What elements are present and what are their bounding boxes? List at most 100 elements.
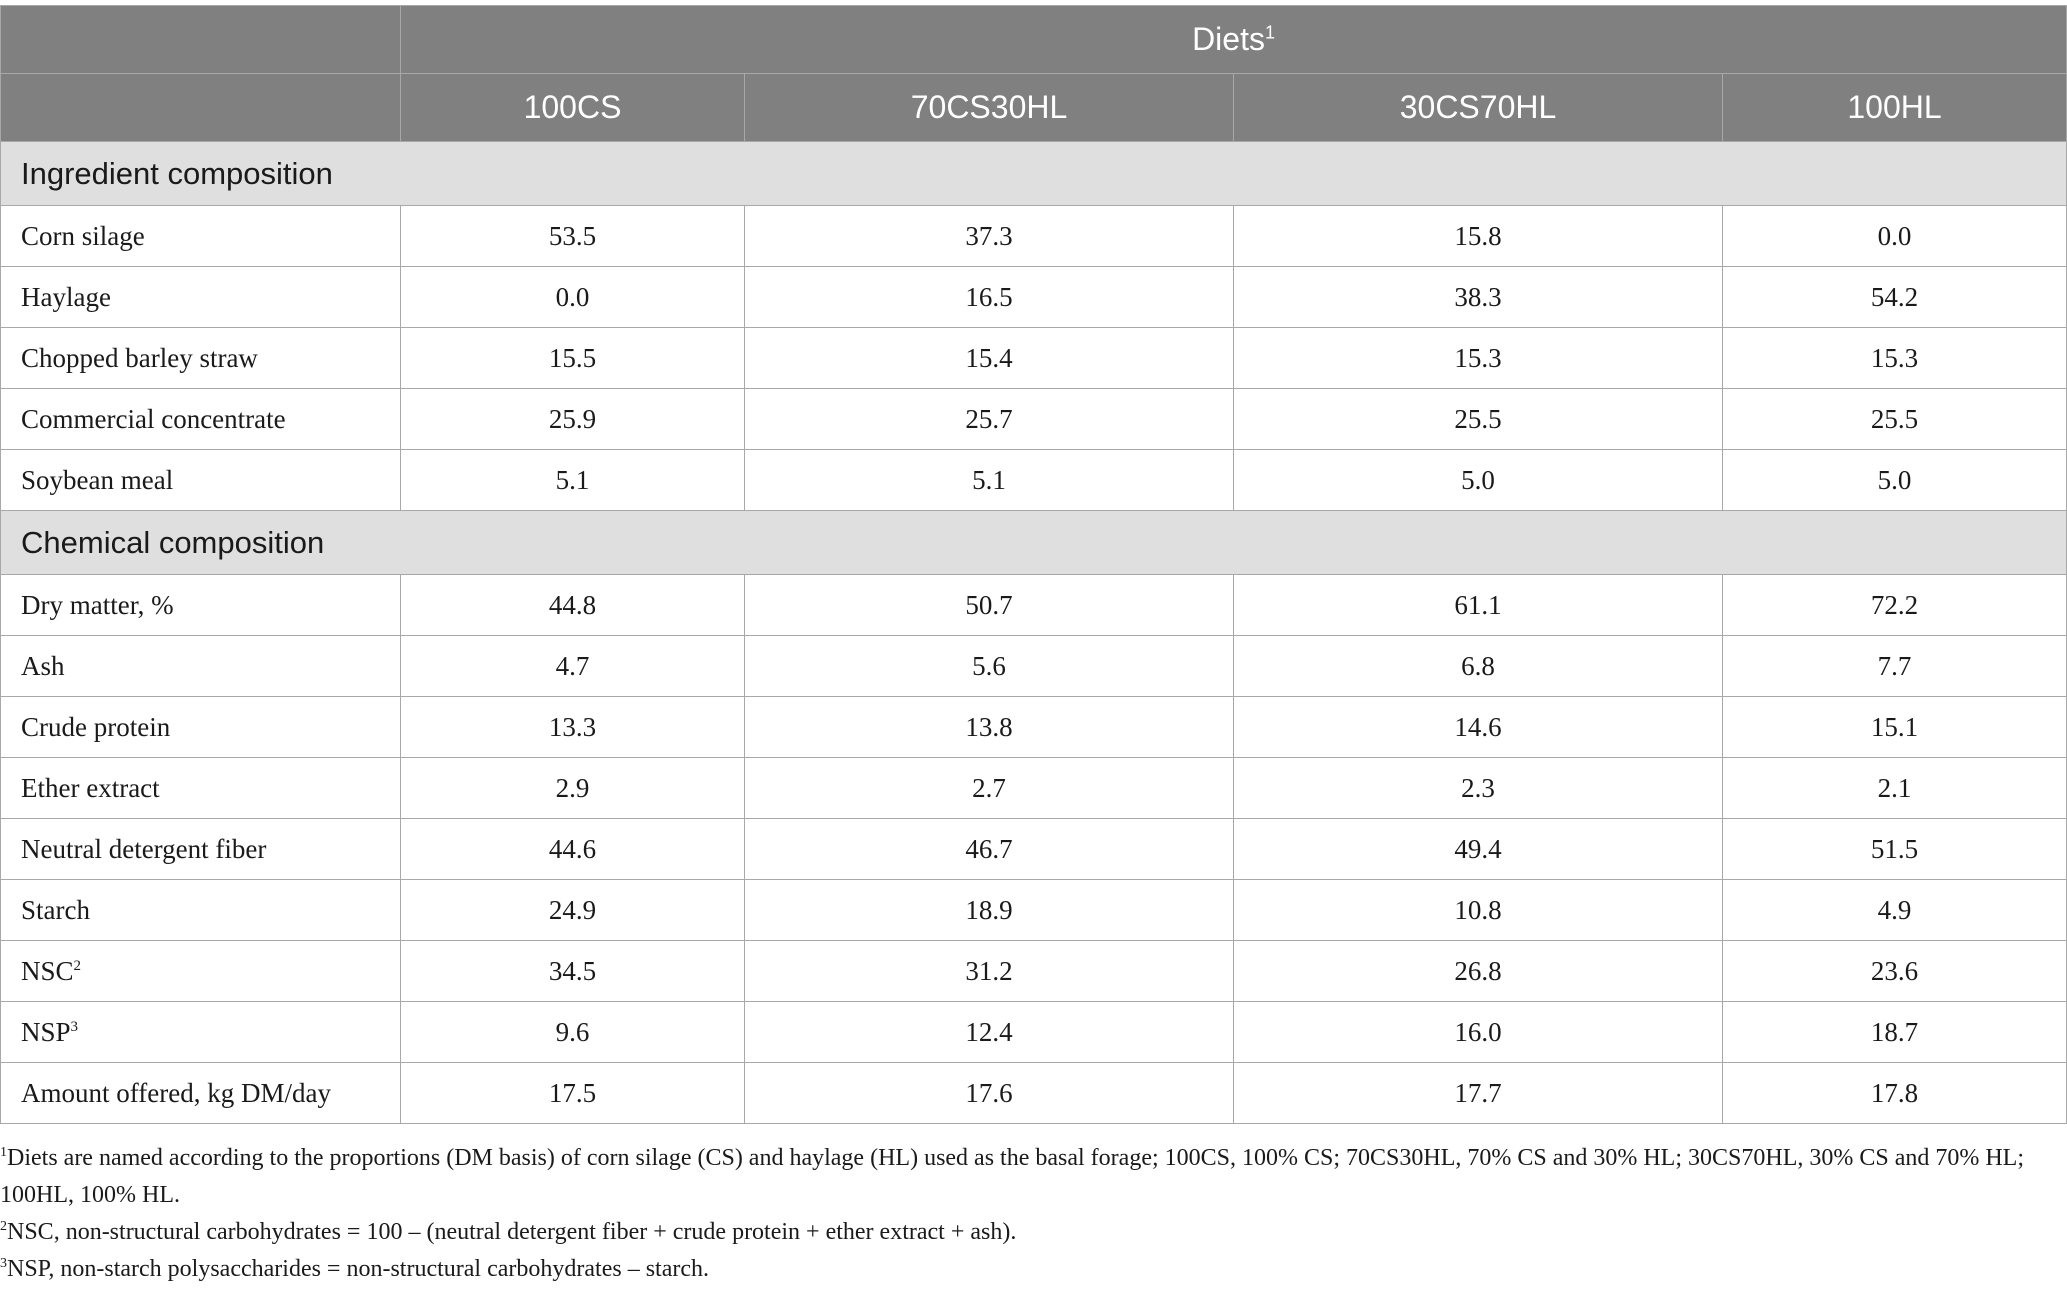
footnote-text: NSC, non-structural carbohydrates = 100 …	[7, 1219, 1017, 1245]
value-cell: 38.3	[1233, 266, 1723, 328]
footnote: 2NSC, non-structural carbohydrates = 100…	[0, 1214, 2050, 1251]
value-cell: 15.8	[1233, 205, 1723, 267]
value-cell: 5.1	[744, 449, 1234, 511]
value-cell: 4.9	[1721, 879, 2067, 941]
value-cell: 53.5	[400, 205, 745, 267]
section-title: Ingredient composition	[0, 141, 2067, 206]
value-cell: 2.7	[744, 757, 1234, 819]
value-cell: 31.2	[744, 940, 1234, 1002]
column-header-100hl: 100HL	[1721, 73, 2067, 142]
value-cell: 2.3	[1233, 757, 1723, 819]
diets-group-header: Diets1	[399, 5, 2067, 74]
value-cell: 18.7	[1721, 1001, 2067, 1063]
column-header-row: 100CS 70CS30HL 30CS70HL 100HL	[0, 73, 2067, 142]
row-label-cell: Ether extract	[0, 757, 401, 819]
row-label: Commercial concentrate	[21, 403, 286, 434]
value-cell: 5.0	[1233, 449, 1723, 511]
diet-composition-table: Diets1 100CS 70CS30HL 30CS70HL 100HL Ing…	[0, 5, 2067, 1124]
header-corner-cell	[0, 5, 401, 74]
row-label-cell: Chopped barley straw	[0, 327, 401, 389]
value-cell: 0.0	[1721, 205, 2067, 267]
value-cell: 72.2	[1721, 574, 2067, 636]
value-cell: 7.7	[1721, 635, 2067, 697]
value-cell: 15.3	[1233, 327, 1723, 389]
column-header-30cs70hl: 30CS70HL	[1233, 73, 1723, 142]
value-cell: 25.9	[400, 388, 745, 450]
value-cell: 49.4	[1233, 818, 1723, 880]
table-row: Neutral detergent fiber 44.6 46.7 49.4 51.5	[0, 818, 2067, 880]
value-cell: 18.9	[744, 879, 1234, 941]
value-cell: 13.3	[400, 696, 745, 758]
value-cell: 5.0	[1721, 449, 2067, 511]
row-label-cell: Starch	[0, 879, 401, 941]
value-cell: 5.6	[744, 635, 1234, 697]
value-cell: 5.1	[400, 449, 745, 511]
row-label-cell: Ash	[0, 635, 401, 697]
footnote: 1Diets are named according to the propor…	[0, 1140, 2050, 1214]
value-cell: 16.5	[744, 266, 1234, 328]
value-cell: 17.7	[1233, 1062, 1723, 1124]
section-title: Chemical composition	[0, 510, 2067, 575]
row-label: NSC	[21, 955, 74, 986]
diets-footnote-marker: 1	[1264, 22, 1275, 43]
row-label: Amount offered, kg DM/day	[21, 1077, 331, 1108]
table-row: Soybean meal 5.1 5.1 5.0 5.0	[0, 449, 2067, 511]
row-label-cell: Haylage	[0, 266, 401, 328]
value-cell: 46.7	[744, 818, 1234, 880]
table-row: Amount offered, kg DM/day 17.5 17.6 17.7 17.…	[0, 1062, 2067, 1124]
table-body: Ingredient composition Corn silage 53.5 3 7.…	[0, 141, 2067, 1124]
value-cell: 10.8	[1233, 879, 1723, 941]
value-cell: 50.7	[744, 574, 1234, 636]
value-cell: 0.0	[400, 266, 745, 328]
value-cell: 4.7	[400, 635, 745, 697]
value-cell: 24.9	[400, 879, 745, 941]
row-label-cell: NSP3	[0, 1001, 401, 1063]
value-cell: 44.8	[400, 574, 745, 636]
value-cell: 54.2	[1721, 266, 2067, 328]
table-row: Haylage 0.0 16.5 38.3 54.2	[0, 266, 2067, 328]
footnote-text: NSP, non-starch polysaccharides = non-st…	[7, 1256, 709, 1282]
row-label: Ether extract	[21, 772, 160, 803]
table-row: NSC2 34.5 31.2 26.8 23.6	[0, 940, 2067, 1002]
value-cell: 61.1	[1233, 574, 1723, 636]
footnote-marker: 1	[0, 1145, 7, 1160]
value-cell: 15.5	[400, 327, 745, 389]
footnote-marker: 3	[0, 1256, 7, 1271]
table-row: Starch 24.9 18.9 10.8 4.9	[0, 879, 2067, 941]
value-cell: 44.6	[400, 818, 745, 880]
value-cell: 13.8	[744, 696, 1234, 758]
row-label: Dry matter, %	[21, 589, 174, 620]
table-row: NSP3 9.6 12.4 16.0 18.7	[0, 1001, 2067, 1063]
section-row: Ingredient composition	[0, 141, 2067, 206]
row-label-cell: NSC2	[0, 940, 401, 1002]
value-cell: 17.5	[400, 1062, 745, 1124]
row-label-cell: Neutral detergent fiber	[0, 818, 401, 880]
value-cell: 17.6	[744, 1062, 1234, 1124]
row-label-cell: Dry matter, %	[0, 574, 401, 636]
group-header-row: Diets1	[0, 5, 2067, 74]
footnote-text: Diets are named according to the proport…	[0, 1145, 2025, 1208]
table-row: Ether extract 2.9 2.7 2.3 2.1	[0, 757, 2067, 819]
value-cell: 15.4	[744, 327, 1234, 389]
column-header-100cs: 100CS	[400, 73, 745, 142]
row-label-cell: Crude protein	[0, 696, 401, 758]
value-cell: 16.0	[1233, 1001, 1723, 1063]
row-label: Corn silage	[21, 220, 145, 251]
value-cell: 2.1	[1721, 757, 2067, 819]
value-cell: 15.1	[1721, 696, 2067, 758]
value-cell: 12.4	[744, 1001, 1234, 1063]
value-cell: 14.6	[1233, 696, 1723, 758]
column-header-70cs30hl: 70CS30HL	[744, 73, 1234, 142]
value-cell: 25.5	[1721, 388, 2067, 450]
value-cell: 15.3	[1721, 327, 2067, 389]
table-row: Crude protein 13.3 13.8 14.6 15.1	[0, 696, 2067, 758]
row-footnote-marker: 3	[70, 1018, 79, 1035]
value-cell: 23.6	[1721, 940, 2067, 1002]
value-cell: 6.8	[1233, 635, 1723, 697]
value-cell: 25.7	[744, 388, 1234, 450]
row-label: Neutral detergent fiber	[21, 833, 267, 864]
value-cell: 34.5	[400, 940, 745, 1002]
value-cell: 25.5	[1233, 388, 1723, 450]
row-label: Soybean meal	[21, 464, 174, 495]
row-label: NSP	[21, 1016, 71, 1047]
